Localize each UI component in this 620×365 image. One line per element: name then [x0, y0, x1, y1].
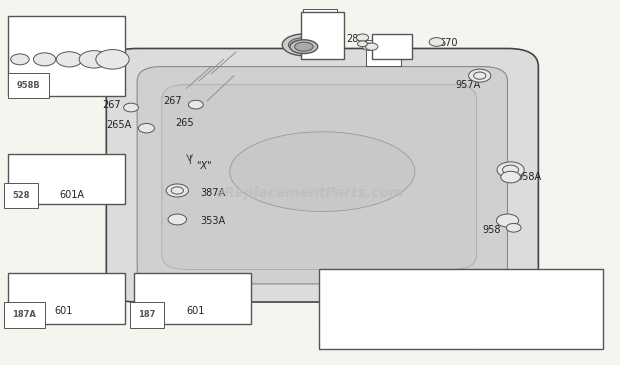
Ellipse shape [290, 40, 317, 54]
FancyBboxPatch shape [372, 34, 412, 59]
Circle shape [507, 223, 521, 232]
FancyBboxPatch shape [106, 49, 538, 302]
Circle shape [33, 53, 56, 66]
Circle shape [79, 51, 108, 68]
FancyBboxPatch shape [301, 12, 344, 59]
Circle shape [363, 43, 375, 50]
Text: 188: 188 [375, 49, 392, 58]
Text: 957: 957 [315, 46, 334, 56]
Text: TANK SIZE: TANK SIZE [371, 278, 423, 287]
Circle shape [168, 214, 187, 225]
Text: SEE REF. 972: SEE REF. 972 [494, 316, 585, 329]
Ellipse shape [288, 38, 319, 52]
Circle shape [501, 171, 520, 183]
FancyBboxPatch shape [7, 273, 125, 324]
Text: "X": "X" [197, 161, 212, 171]
Ellipse shape [282, 34, 326, 56]
Text: 528: 528 [12, 191, 30, 200]
Text: 670: 670 [440, 38, 458, 48]
Text: 353A: 353A [200, 216, 225, 226]
Text: 958B: 958B [17, 81, 40, 90]
Text: 284: 284 [347, 34, 365, 45]
Circle shape [56, 52, 82, 67]
Text: 265: 265 [175, 118, 193, 128]
Ellipse shape [230, 132, 415, 211]
Circle shape [96, 50, 129, 69]
Ellipse shape [294, 42, 313, 51]
Circle shape [503, 165, 518, 174]
Circle shape [358, 41, 368, 47]
Circle shape [171, 187, 184, 194]
Text: 958: 958 [483, 225, 502, 235]
Circle shape [366, 43, 378, 50]
Circle shape [474, 72, 486, 79]
Text: 601A: 601A [60, 190, 85, 200]
Bar [319, 269, 603, 349]
Circle shape [123, 103, 138, 112]
Text: 267: 267 [164, 96, 182, 106]
Circle shape [11, 54, 29, 65]
Circle shape [138, 123, 154, 133]
Text: 187: 187 [138, 310, 156, 319]
FancyBboxPatch shape [134, 273, 251, 324]
Text: 601: 601 [54, 306, 73, 316]
Circle shape [166, 184, 188, 197]
Text: eReplacementParts.com: eReplacementParts.com [216, 187, 404, 200]
Text: 601: 601 [187, 306, 205, 316]
Text: 387A: 387A [200, 188, 225, 197]
Text: 1 Quart (X=5/16"): 1 Quart (X=5/16") [359, 305, 435, 314]
Text: 957A: 957A [455, 80, 480, 90]
Text: 267: 267 [102, 100, 120, 110]
Circle shape [356, 34, 369, 41]
Text: 1.5 Quart (X=11/16"): 1.5 Quart (X=11/16") [353, 331, 442, 340]
Text: 958A: 958A [516, 172, 542, 182]
Circle shape [188, 100, 203, 109]
FancyBboxPatch shape [137, 66, 508, 284]
FancyBboxPatch shape [7, 16, 125, 96]
Circle shape [429, 38, 444, 46]
Circle shape [497, 162, 524, 178]
FancyBboxPatch shape [162, 85, 477, 269]
Text: 265A: 265A [106, 120, 131, 130]
FancyBboxPatch shape [7, 154, 125, 204]
Text: 187A: 187A [12, 310, 37, 319]
Circle shape [469, 69, 491, 82]
Text: COLORS: COLORS [519, 278, 560, 287]
Circle shape [497, 214, 518, 227]
Text: 972: 972 [311, 18, 329, 27]
